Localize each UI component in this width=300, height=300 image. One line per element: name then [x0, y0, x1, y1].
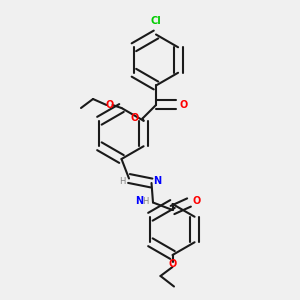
Text: H: H — [142, 196, 148, 206]
Text: O: O — [192, 196, 201, 206]
Text: H: H — [119, 177, 126, 186]
Text: O: O — [131, 113, 139, 124]
Text: Cl: Cl — [151, 16, 161, 26]
Text: O: O — [179, 100, 188, 110]
Text: O: O — [105, 100, 114, 110]
Text: O: O — [168, 259, 177, 269]
Text: N: N — [135, 196, 144, 206]
Text: N: N — [153, 176, 162, 187]
